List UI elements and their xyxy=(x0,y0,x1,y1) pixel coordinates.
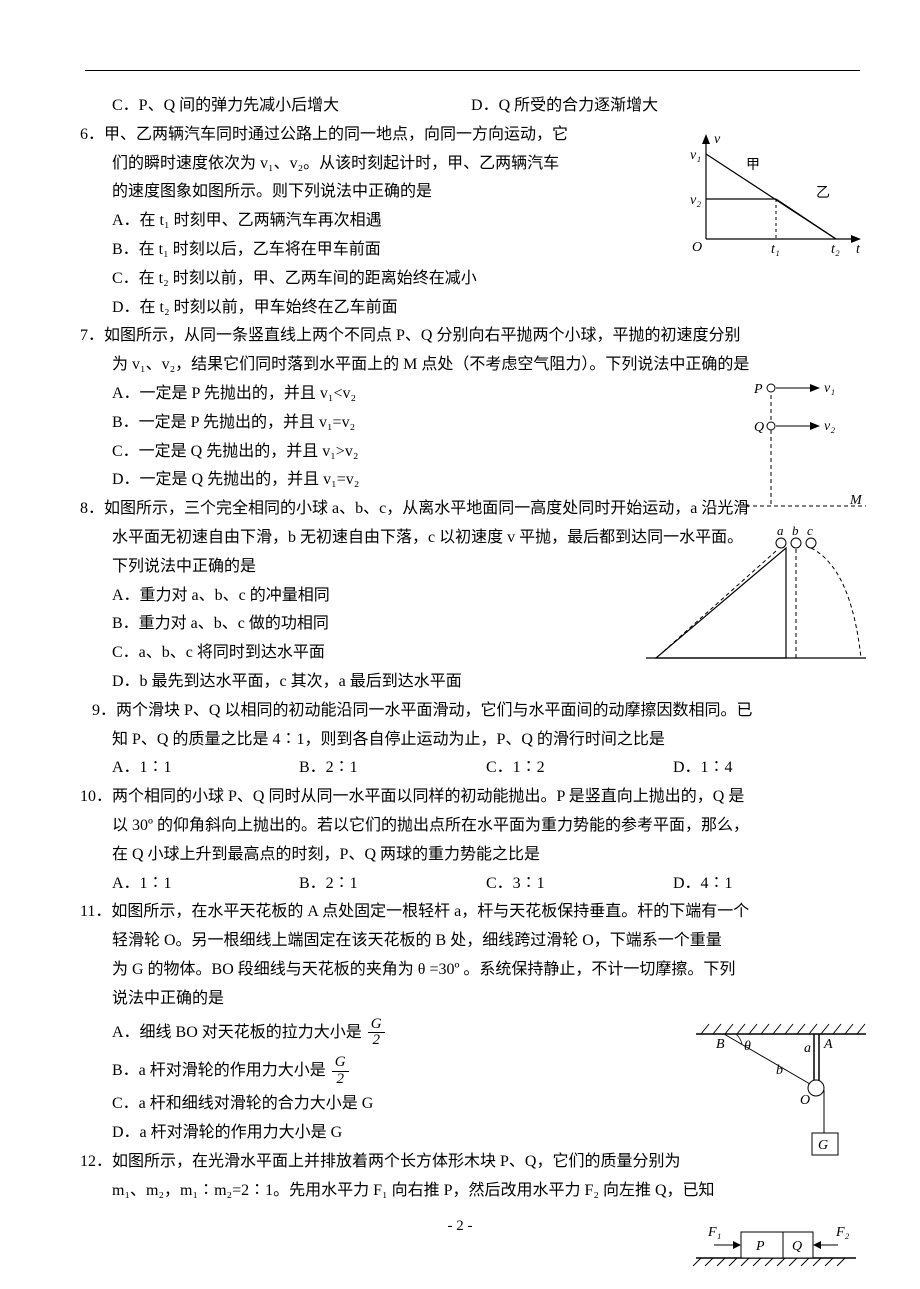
svg-text:Q: Q xyxy=(754,420,764,435)
q9-stem1: 两个滑块 P、Q 以相同的初动能沿同一水平面滑动，它们与水平面间的动摩擦因数相同… xyxy=(116,702,752,719)
q7-num: 7． xyxy=(80,322,104,351)
svg-text:t₁: t₁ xyxy=(771,242,780,257)
q10-opt-b: B．2∶1 xyxy=(299,870,486,899)
svg-text:A: A xyxy=(823,1037,833,1052)
top-rule xyxy=(85,70,860,71)
svg-text:v: v xyxy=(714,132,721,147)
q12-block: P Q F₁ F₂ 12．如图所示，在光滑水平面上并排放着两个长方体形木块 P、… xyxy=(80,1148,860,1206)
q9-opt-c: C．1∶2 xyxy=(486,754,673,783)
q11-stem2: 轻滑轮 O。另一根细线上端固定在该天花板的 B 处，细线跨过滑轮 O，下端系一个… xyxy=(112,927,860,956)
q5-opt-d: D．Q 所受的合力逐渐增大 xyxy=(471,92,830,121)
q12-num: 12． xyxy=(80,1148,112,1177)
q8-num: 8． xyxy=(80,495,104,524)
q11-stem3: 为 G 的物体。BO 段细线与天花板的夹角为 θ =30º 。系统保持静止，不计… xyxy=(112,956,860,985)
q5-opt-c: C．P、Q 间的弹力先减小后增大 xyxy=(112,92,471,121)
q11-block: G B θ a A b O 11．如图所示，在水平天花板的 A 点处固定一根轻杆… xyxy=(80,898,860,1148)
svg-text:v₁: v₁ xyxy=(824,381,835,396)
svg-text:v₂: v₂ xyxy=(824,419,835,434)
q11-opt-b-text: B．a 杆对滑轮的作用力大小是 xyxy=(112,1062,326,1079)
q7-stem1: 如图所示，从同一条竖直线上两个不同点 P、Q 分别向右平抛两个小球，平抛的初速度… xyxy=(104,327,740,344)
q10-opt-c: C．3∶1 xyxy=(486,870,673,899)
q12-stem2: m₁、m₂，m₁∶m₂=2∶1。先用水平力 F₁ 向右推 P，然后改用水平力 F… xyxy=(112,1177,860,1206)
svg-text:B: B xyxy=(716,1037,725,1052)
svg-text:b: b xyxy=(792,523,799,538)
q9-numtext: 9． xyxy=(92,702,116,719)
q11-opt-a-text: A．细线 BO 对天花板的拉力大小是 xyxy=(112,1024,362,1041)
q11-num: 11． xyxy=(80,898,111,927)
q8-figure: a b c xyxy=(646,523,866,673)
svg-text:Q: Q xyxy=(792,1239,802,1254)
q9-opt-b: B．2∶1 xyxy=(299,754,486,783)
q5-block: C．P、Q 间的弹力先减小后增大 D．Q 所受的合力逐渐增大 xyxy=(80,92,860,121)
svg-text:P: P xyxy=(755,1239,765,1254)
q6-figure: v v₁ v₂ O t₁ t₂ t 甲 乙 xyxy=(686,129,866,259)
q6-stem1: 甲、乙两辆汽车同时通过公路上的同一地点，向同一方向运动，它 xyxy=(104,126,568,143)
q10-block: 10．两个相同的小球 P、Q 同时从同一水平面以同样的初动能抛出。P 是竖直向上… xyxy=(80,783,860,898)
svg-text:t: t xyxy=(856,242,861,257)
svg-text:θ: θ xyxy=(744,1039,751,1054)
svg-text:v₁: v₁ xyxy=(690,148,701,163)
svg-text:乙: 乙 xyxy=(816,185,830,201)
q10-num: 10． xyxy=(80,783,112,812)
q11-figure: G B θ a A b O xyxy=(696,1018,866,1168)
svg-text:t₂: t₂ xyxy=(831,242,840,257)
q6-num: 6． xyxy=(80,121,104,150)
q11-stem4: 说法中正确的是 xyxy=(112,985,860,1014)
q8-block: a b c 8．如图所示，三个完全相同的小球 a、b、c，从离水平地面同一高度处… xyxy=(80,495,860,697)
svg-text:a: a xyxy=(804,1041,811,1056)
svg-text:a: a xyxy=(777,523,784,538)
svg-text:O: O xyxy=(800,1093,810,1108)
q11-frac-a: G2 xyxy=(368,1017,385,1050)
q10-stem1: 两个相同的小球 P、Q 同时从同一水平面以同样的初动能抛出。P 是竖直向上抛出的… xyxy=(112,788,744,805)
q10-stem3: 在 Q 小球上升到最高点的时刻，P、Q 两球的重力势能之比是 xyxy=(112,841,860,870)
q8-stem1: 如图所示，三个完全相同的小球 a、b、c，从离水平地面同一高度处同时开始运动，a… xyxy=(104,500,749,517)
q6-block: v v₁ v₂ O t₁ t₂ t 甲 乙 6．甲、乙两辆汽车同时通过公路上的同… xyxy=(80,121,860,323)
svg-text:c: c xyxy=(807,523,813,538)
q6-opt-d: D．在 t₂ 时刻以前，甲车始终在乙车前面 xyxy=(112,294,860,323)
svg-text:O: O xyxy=(692,240,702,255)
q10-opt-a: A．1∶1 xyxy=(112,870,299,899)
page: C．P、Q 间的弹力先减小后增大 D．Q 所受的合力逐渐增大 v v xyxy=(0,0,920,1268)
q10-stem2: 以 30º 的仰角斜向上抛出的。若以它们的抛出点所在水平面为重力势能的参考平面，… xyxy=(112,812,860,841)
q10-opt-d: D．4∶1 xyxy=(673,870,860,899)
q9-opt-a: A．1∶1 xyxy=(112,754,299,783)
q11-frac-b: G2 xyxy=(332,1055,349,1088)
q6-opt-c: C．在 t₂ 时刻以前，甲、乙两车间的距离始终在减小 xyxy=(112,265,860,294)
q12-stem1: 如图所示，在光滑水平面上并排放着两个长方体形木块 P、Q，它们的质量分别为 xyxy=(112,1153,680,1170)
svg-text:v₂: v₂ xyxy=(690,193,701,208)
q9-block: 9．两个滑块 P、Q 以相同的初动能沿同一水平面滑动，它们与水平面间的动摩擦因数… xyxy=(80,697,860,783)
q9-opt-d: D．1∶4 xyxy=(673,754,860,783)
svg-text:P: P xyxy=(753,382,763,397)
svg-text:甲: 甲 xyxy=(746,158,760,173)
q11-stem1: 如图所示，在水平天花板的 A 点处固定一根轻杆 a，杆与天花板保持垂直。杆的下端… xyxy=(111,903,749,920)
page-number: - 2 - xyxy=(0,1213,920,1240)
q9-stem2: 知 P、Q 的质量之比是 4∶1，则到各自停止运动为止，P、Q 的滑行时间之比是 xyxy=(112,726,860,755)
q7-block: P Q v₁ v₂ M 7．如图所示，从同一条竖直线上两个不同点 P、Q 分别向… xyxy=(80,322,860,495)
svg-text:b: b xyxy=(776,1063,783,1078)
